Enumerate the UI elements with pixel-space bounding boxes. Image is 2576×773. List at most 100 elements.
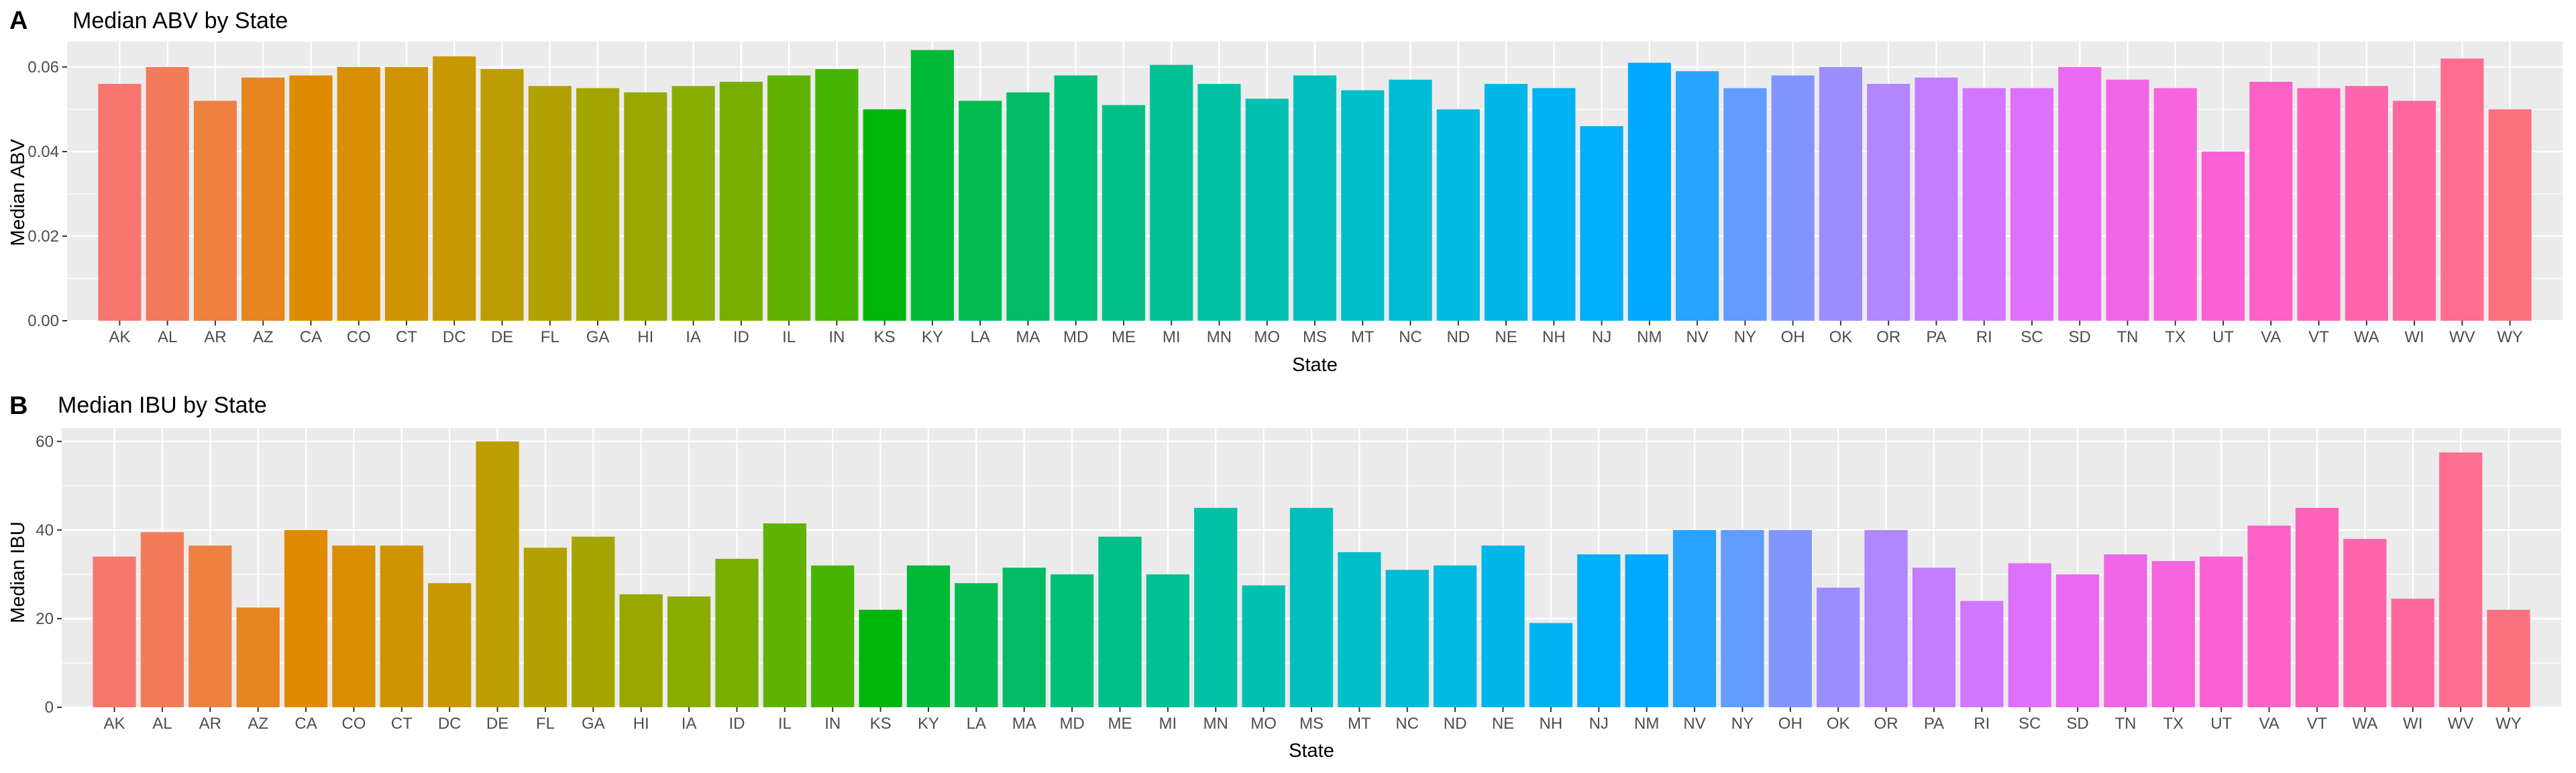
x-tick-label: HI [633, 715, 649, 733]
bar-sd [2055, 574, 2100, 707]
bar-nc [1385, 570, 1429, 707]
bar-co [337, 66, 380, 321]
bar-me [1098, 536, 1142, 707]
x-tick-label: LA [970, 328, 989, 346]
bar-vt [2297, 88, 2341, 321]
bar-ky [906, 565, 951, 707]
x-tick-label: TN [2116, 328, 2138, 346]
x-tick-label: OH [1781, 328, 1805, 346]
x-tick-label: VT [2307, 715, 2328, 733]
y-axis-label: Median IBU [7, 521, 29, 623]
x-tick-label: HI [637, 328, 653, 346]
x-tick-label: ID [729, 715, 745, 733]
bar-va [2249, 81, 2293, 321]
x-tick-label: DE [491, 328, 513, 346]
bar-la [959, 101, 1002, 321]
bar-fl [523, 548, 568, 707]
x-tick-label: WI [2404, 328, 2424, 346]
bar-ct [384, 66, 429, 321]
bar-sd [2058, 66, 2102, 321]
bar-mo [1242, 585, 1285, 707]
bar-id [719, 81, 763, 321]
x-tick-label: KY [918, 715, 939, 733]
x-tick-label: TX [2165, 328, 2186, 346]
x-tick-label: CO [341, 715, 366, 733]
bar-nj [1577, 554, 1621, 707]
bar-la [955, 583, 998, 707]
x-tick-label: MI [1163, 328, 1181, 346]
bar-nm [1627, 62, 1671, 321]
x-tick-label: SD [2066, 715, 2088, 733]
x-tick-label: CA [294, 715, 317, 733]
x-tick-label: NC [1395, 715, 1419, 733]
y-tick-label: 0.00 [28, 312, 59, 330]
panel-tag: A [9, 7, 28, 35]
x-tick-label: NJ [1592, 328, 1611, 346]
x-tick-label: CO [347, 328, 371, 346]
x-tick-label: MS [1303, 328, 1327, 346]
x-tick-label: PA [1924, 715, 1944, 733]
x-tick-label: NV [1686, 328, 1708, 346]
x-tick-label: UT [2212, 328, 2234, 346]
bar-il [767, 75, 811, 321]
bar-ne [1484, 84, 1528, 321]
bar-ak [93, 556, 136, 707]
x-tick-label: IL [782, 328, 796, 346]
x-tick-label: AR [204, 328, 226, 346]
y-tick-label: 40 [36, 521, 54, 539]
bar-in [815, 68, 859, 321]
bar-md [1054, 75, 1097, 321]
x-tick-label: AL [152, 715, 172, 733]
x-tick-label: KS [874, 328, 896, 346]
bar-al [146, 66, 189, 321]
x-tick-label: AL [158, 328, 177, 346]
panel-tag: B [9, 392, 28, 420]
bar-ky [910, 50, 954, 321]
bar-ut [2201, 151, 2245, 321]
bar-mt [1338, 552, 1381, 707]
bar-mn [1194, 507, 1238, 707]
x-tick-label: OK [1829, 328, 1853, 346]
y-tick-label: 20 [36, 610, 54, 628]
x-tick-label: KY [922, 328, 943, 346]
bar-az [241, 77, 285, 321]
bar-ga [576, 88, 620, 321]
bar-mi [1150, 64, 1193, 321]
bar-vt [2295, 507, 2339, 707]
x-tick-label: PA [1926, 328, 1946, 346]
x-tick-label: ME [1108, 715, 1132, 733]
x-tick-label: WV [2448, 715, 2474, 733]
x-tick-label: MD [1063, 328, 1088, 346]
x-tick-label: WV [2449, 328, 2475, 346]
bar-wv [2440, 58, 2484, 321]
x-tick-label: WY [2497, 328, 2523, 346]
bar-de [480, 68, 524, 321]
bar-or [1867, 84, 1911, 321]
x-tick-label: AK [104, 715, 125, 733]
x-tick-label: NE [1492, 715, 1514, 733]
y-tick-label: 0 [45, 699, 54, 717]
bar-al [140, 532, 184, 707]
bar-dc [433, 56, 476, 321]
x-tick-label: MS [1299, 715, 1324, 733]
bar-ok [1817, 587, 1860, 707]
bar-ca [284, 529, 328, 707]
x-axis-label: State [1292, 354, 1338, 376]
y-tick-label: 0.04 [28, 143, 59, 161]
bar-nc [1389, 79, 1432, 321]
x-tick-label: AZ [253, 328, 274, 346]
bar-wy [2487, 609, 2530, 707]
bar-co [332, 545, 376, 707]
x-tick-label: AR [199, 715, 221, 733]
x-tick-label: OH [1778, 715, 1803, 733]
x-tick-label: NJ [1589, 715, 1609, 733]
panel-a: A Median ABV by State State Median ABV 0… [7, 7, 2563, 376]
x-tick-label: MT [1348, 715, 1371, 733]
bar-fl [528, 86, 572, 321]
bar-mo [1245, 99, 1289, 321]
x-tick-label: DE [486, 715, 508, 733]
bar-mi [1146, 574, 1189, 707]
x-tick-label: ND [1444, 715, 1467, 733]
x-tick-label: WA [2352, 715, 2377, 733]
